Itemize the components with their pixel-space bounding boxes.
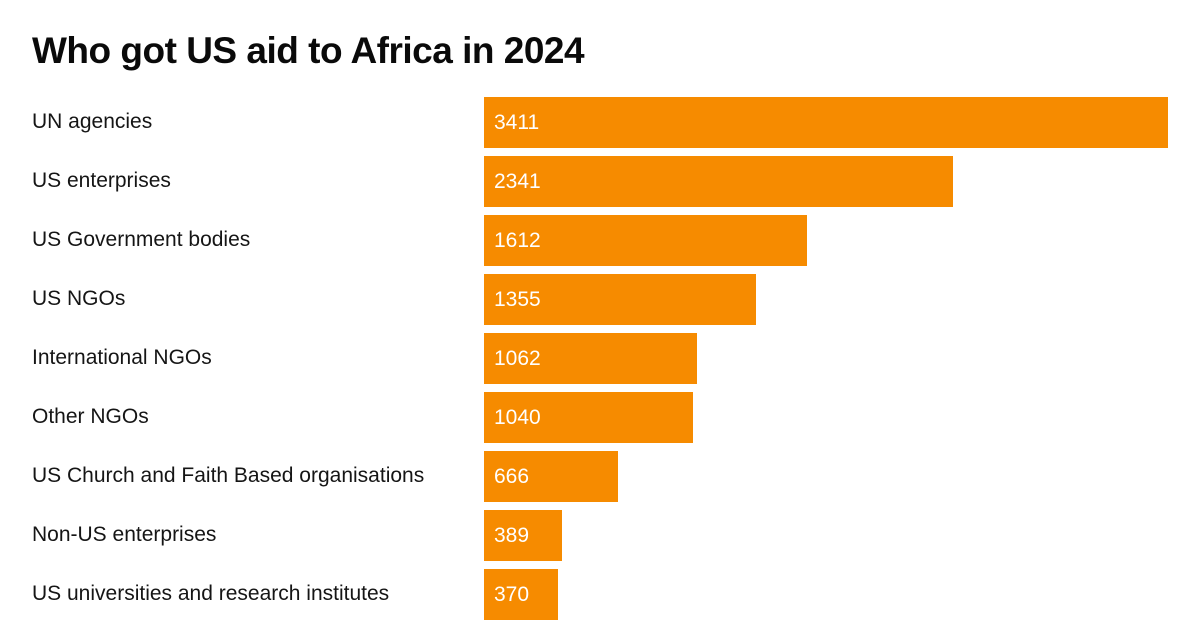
bar-value-label: 1355 xyxy=(494,287,541,311)
bar: 1612 xyxy=(484,215,808,266)
category-label: Other NGOs xyxy=(32,404,149,428)
bar: 2341 xyxy=(484,156,954,207)
bar: 1355 xyxy=(484,274,756,325)
bar: 370 xyxy=(484,569,559,620)
bar-value-label: 370 xyxy=(494,582,530,606)
category-label: Non-US enterprises xyxy=(32,522,217,546)
bar-chart: UN agencies 3411 US enterprises 2341 US Gove… xyxy=(32,97,1168,620)
bar-value-label: 3411 xyxy=(494,110,540,134)
bar-value-label: 666 xyxy=(494,464,530,488)
bar-value-label: 1040 xyxy=(494,405,541,429)
bar: 1040 xyxy=(484,392,693,443)
category-label: US Church and Faith Based organisations xyxy=(32,463,425,487)
chart-title: Who got US aid to Africa in 2024 xyxy=(32,30,585,71)
category-label: US NGOs xyxy=(32,286,126,310)
bar: 666 xyxy=(484,451,618,502)
category-label: US enterprises xyxy=(32,168,171,192)
bar: 1062 xyxy=(484,333,697,384)
bar-value-label: 1062 xyxy=(494,346,541,370)
bar-value-label: 2341 xyxy=(494,169,541,193)
bar-value-label: 1612 xyxy=(494,228,541,252)
bar: 3411 xyxy=(484,97,1168,148)
bar: 389 xyxy=(484,510,562,561)
category-label: US universities and research institutes xyxy=(32,581,390,605)
bar-value-label: 389 xyxy=(494,523,530,547)
category-label: UN agencies xyxy=(32,109,153,133)
category-label: US Government bodies xyxy=(32,227,251,251)
category-label: International NGOs xyxy=(32,345,212,369)
